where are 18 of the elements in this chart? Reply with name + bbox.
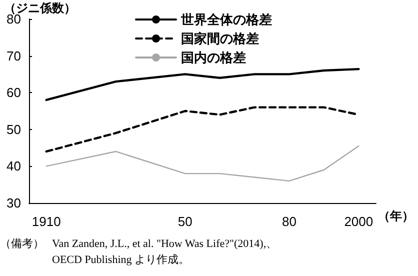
x-tick-label: 80 [282, 214, 296, 229]
legend-label: 国内の格差 [181, 50, 246, 65]
x-tick-label: 50 [178, 214, 192, 229]
y-axis-title: （ジニ係数） [4, 1, 76, 15]
legend-label: 世界全体の格差 [180, 12, 272, 27]
legend-label: 国家間の格差 [181, 31, 259, 46]
x-tick-label: 2000 [344, 214, 374, 229]
y-tick-label: 50 [6, 122, 21, 137]
line-series [46, 145, 360, 182]
y-tick-label: 60 [6, 85, 21, 100]
x-tick-label: 1910 [32, 214, 61, 229]
y-tick-label: 40 [6, 158, 21, 174]
x-axis-title: （年） [378, 209, 414, 223]
text: （備考） [0, 237, 44, 250]
text: Van Zanden, J.L., et al. "How Was Life?"(2014),、 OECD Publishing より作成。 [52, 238, 280, 266]
y-tick-label: 70 [6, 48, 21, 64]
line-series [45, 68, 360, 102]
y-tick-label: 30 [6, 196, 21, 210]
